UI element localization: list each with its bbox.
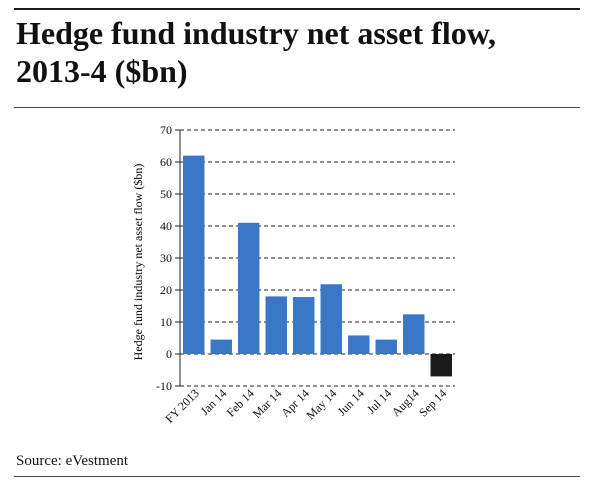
x-tick-label: Mar 14	[250, 386, 285, 421]
y-tick-label: 0	[166, 347, 172, 361]
bar-chart: Hedge fund industry net asset flow ($bn)…	[131, 123, 455, 426]
bar	[293, 297, 315, 354]
y-tick-label: -10	[156, 379, 172, 393]
bar	[238, 222, 260, 354]
x-tick-label: May 14	[303, 386, 339, 422]
y-tick-label: 50	[160, 187, 172, 201]
bar	[183, 155, 205, 354]
x-tick-label: Sep 14	[416, 386, 449, 419]
bar	[265, 296, 287, 354]
title-line-1: Hedge fund industry net asset flow,	[16, 15, 497, 51]
y-tick-label: 20	[160, 283, 172, 297]
bar	[403, 314, 425, 354]
y-tick-label: 60	[160, 155, 172, 169]
title-divider	[14, 107, 580, 108]
source-note: Source: eVestment	[16, 453, 129, 469]
x-tick-label: Jun 14	[335, 386, 367, 418]
y-tick-label: 30	[160, 251, 172, 265]
y-axis-label: Hedge fund industry net asset flow ($bn)	[131, 164, 145, 361]
x-tick-label: Jan 14	[198, 386, 230, 418]
y-tick-label: 70	[160, 123, 172, 137]
bar	[320, 284, 342, 354]
top-rule	[14, 8, 580, 10]
bar	[210, 339, 232, 354]
bottom-rule	[14, 476, 580, 477]
bar	[348, 335, 370, 354]
y-tick-label: 40	[160, 219, 172, 233]
bar	[430, 354, 452, 377]
title-line-2: 2013-4 ($bn)	[16, 53, 188, 89]
y-tick-label: 10	[160, 315, 172, 329]
chart-title: Hedge fund industry net asset flow, 2013…	[16, 14, 576, 90]
bar	[375, 339, 397, 354]
x-tick-label: Aug14	[389, 386, 422, 419]
x-tick-label: Jul 14	[364, 386, 394, 416]
